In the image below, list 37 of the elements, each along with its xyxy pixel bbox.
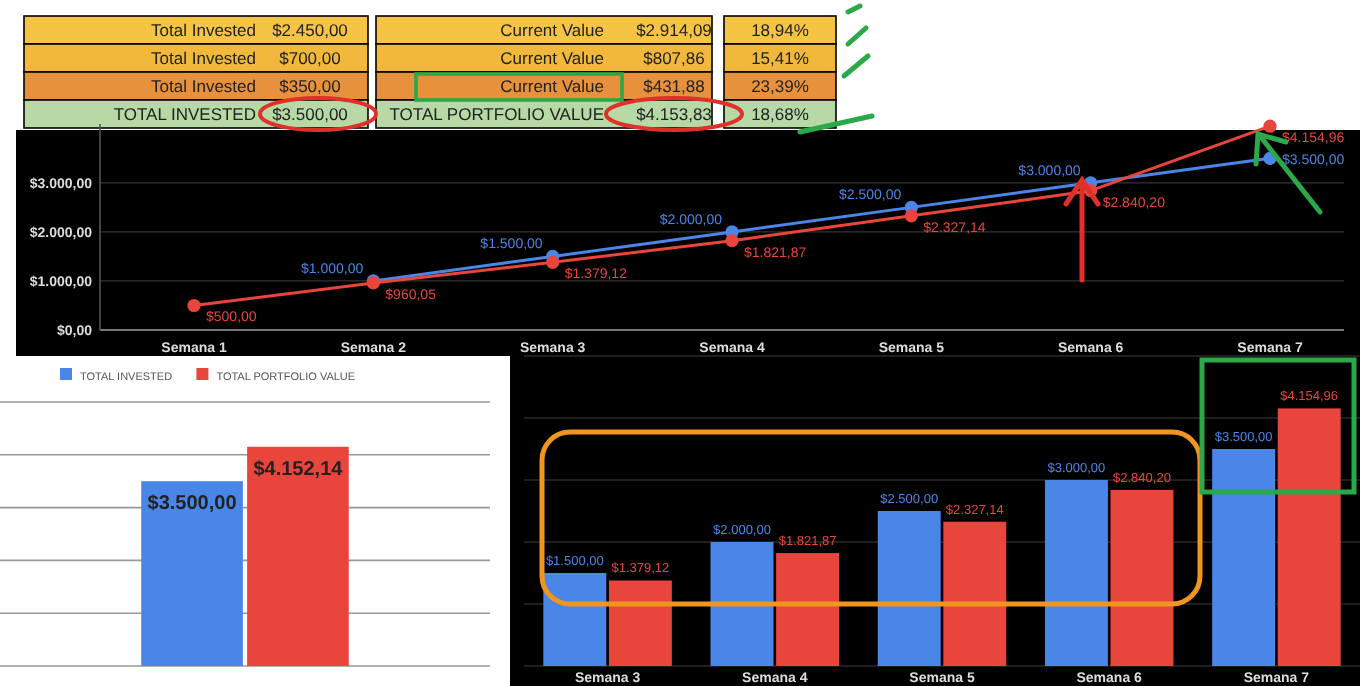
text: $2.450,00	[272, 20, 349, 40]
text: 18,94%	[751, 20, 810, 40]
text: $2.914,09	[636, 20, 713, 40]
text: $700,00	[279, 48, 342, 68]
text: Current Value	[500, 76, 605, 96]
point	[725, 234, 739, 248]
bar	[608, 580, 672, 666]
text: Total Invested	[151, 20, 257, 40]
text: $4.153,83	[636, 104, 713, 124]
point	[904, 209, 918, 223]
text: TOTAL PORTFOLIO VALUE	[389, 104, 605, 124]
text: Current Value	[500, 20, 605, 40]
point	[187, 298, 201, 313]
text: Total Invested	[151, 48, 257, 68]
text: 15,41%	[751, 48, 810, 68]
text: $431,88	[643, 76, 706, 96]
text: $807,86	[643, 48, 706, 68]
data-label: $3.500,00	[147, 493, 238, 516]
point	[1263, 119, 1277, 133]
point	[546, 255, 560, 269]
data-label: $4.152,14	[253, 458, 344, 481]
text: $3.500,00	[272, 104, 349, 124]
text: 18,68%	[751, 104, 810, 124]
bar	[1110, 489, 1174, 666]
bar	[776, 553, 840, 666]
bar	[710, 542, 774, 666]
bar	[1212, 449, 1276, 666]
bar	[943, 521, 1007, 666]
bar	[543, 573, 607, 666]
bar	[1277, 408, 1341, 666]
text: Current Value	[500, 48, 605, 68]
bar	[877, 511, 941, 666]
text: TOTAL INVESTED	[113, 104, 256, 124]
text: Total Invested	[151, 76, 257, 96]
text: $350,00	[279, 76, 342, 96]
bar	[1044, 480, 1108, 666]
text: 23,39%	[751, 76, 810, 96]
